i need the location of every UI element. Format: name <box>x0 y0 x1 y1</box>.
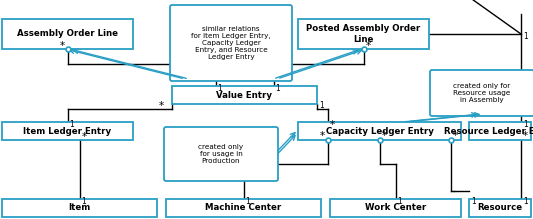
Text: 1: 1 <box>523 32 528 41</box>
Text: Machine Center: Machine Center <box>205 203 281 212</box>
Text: created only
for usage in
Production: created only for usage in Production <box>198 144 244 164</box>
Text: *: * <box>60 41 64 51</box>
Text: *: * <box>320 131 325 141</box>
Text: *: * <box>523 131 528 141</box>
Text: *: * <box>366 41 370 51</box>
Text: created only for
Resource usage
in Assembly: created only for Resource usage in Assem… <box>453 83 511 103</box>
FancyBboxPatch shape <box>166 199 321 217</box>
Text: 1: 1 <box>523 120 528 129</box>
Text: 1: 1 <box>471 197 476 206</box>
Text: 1: 1 <box>276 84 280 93</box>
Text: Work Center: Work Center <box>365 203 426 212</box>
Text: 1: 1 <box>82 197 86 206</box>
Text: similar relations
for item Ledger Entry,
Capacity Ledger
Entry, and Resource
Led: similar relations for item Ledger Entry,… <box>191 26 271 60</box>
Text: *: * <box>82 132 87 142</box>
FancyBboxPatch shape <box>298 122 461 140</box>
Text: 1: 1 <box>319 101 324 110</box>
Text: Value Entry: Value Entry <box>216 90 272 99</box>
Text: *: * <box>453 131 458 141</box>
FancyBboxPatch shape <box>2 122 133 140</box>
Text: Resource: Resource <box>478 203 522 212</box>
Text: 1: 1 <box>398 197 402 206</box>
Text: 1: 1 <box>69 120 74 129</box>
FancyBboxPatch shape <box>298 19 429 49</box>
Text: 1: 1 <box>523 197 528 206</box>
Text: Item Ledger Entry: Item Ledger Entry <box>23 127 111 136</box>
Text: 1: 1 <box>246 197 251 206</box>
FancyBboxPatch shape <box>330 199 461 217</box>
Text: Capacity Ledger Entry: Capacity Ledger Entry <box>326 127 433 136</box>
Text: Posted Assembly Order
Line: Posted Assembly Order Line <box>306 24 421 44</box>
FancyBboxPatch shape <box>469 199 531 217</box>
FancyBboxPatch shape <box>430 70 533 116</box>
Text: *: * <box>382 131 386 141</box>
FancyBboxPatch shape <box>2 19 133 49</box>
Text: *: * <box>159 101 164 111</box>
FancyBboxPatch shape <box>469 122 531 140</box>
FancyBboxPatch shape <box>172 86 317 104</box>
Text: Assembly Order Line: Assembly Order Line <box>17 30 118 39</box>
Text: 1: 1 <box>217 84 222 93</box>
FancyBboxPatch shape <box>170 5 292 81</box>
Text: *: * <box>330 120 335 130</box>
FancyBboxPatch shape <box>164 127 278 181</box>
Text: Item: Item <box>68 203 91 212</box>
Text: Resource Ledger Entry: Resource Ledger Entry <box>445 127 533 136</box>
FancyBboxPatch shape <box>2 199 157 217</box>
